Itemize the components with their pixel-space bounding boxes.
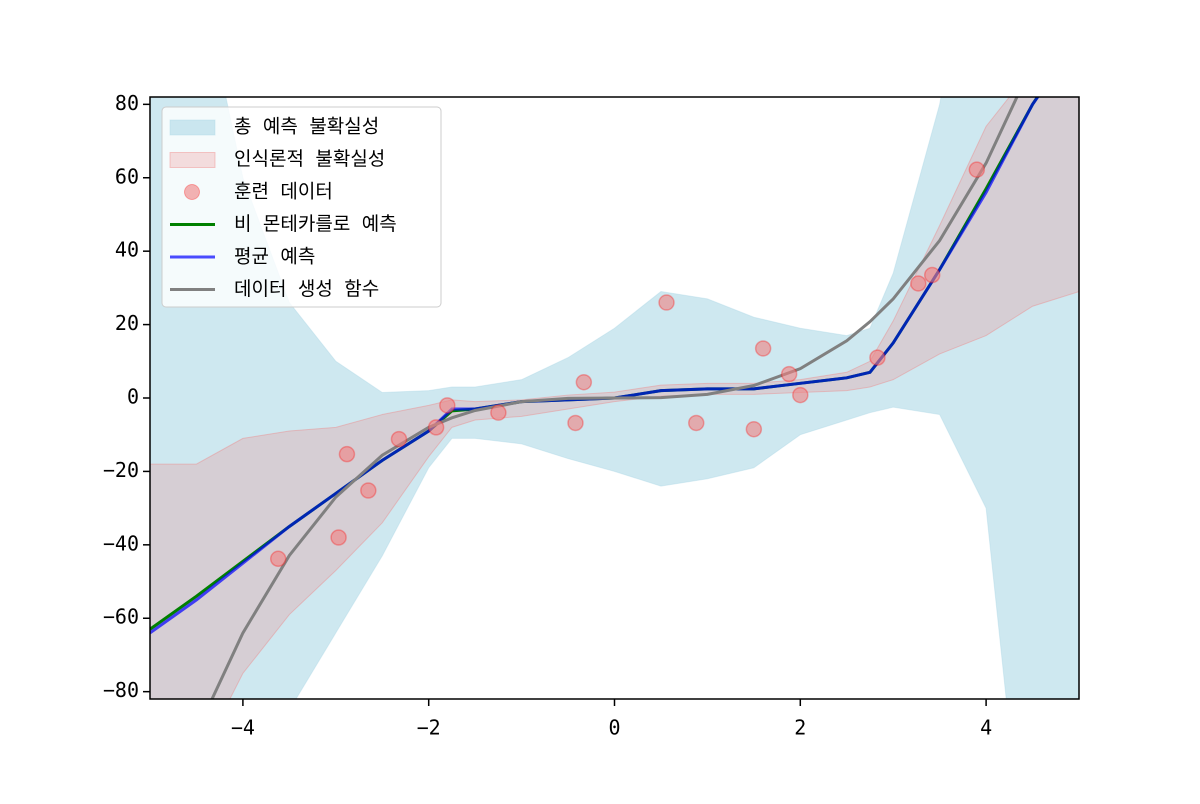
y-tick-label: 60 (115, 164, 139, 188)
data-point (780, 365, 798, 383)
legend-label: 비 몬테카를로 예측 (234, 213, 397, 235)
y-tick-label: −40 (103, 531, 139, 555)
legend-label: 평균 예측 (234, 246, 315, 268)
y-tick-label: −60 (103, 605, 139, 629)
y-tick-label: 80 (115, 91, 139, 115)
legend-swatch (184, 184, 200, 200)
data-point (968, 161, 986, 178)
data-point (658, 294, 675, 311)
data-point (575, 373, 593, 391)
legend-swatch (169, 119, 216, 136)
legend-frame (161, 106, 442, 308)
y-tick-label: −80 (103, 678, 139, 702)
legend-swatch (169, 152, 216, 168)
x-tick-label: 2 (794, 716, 806, 740)
legend-label: 총 예측 불확실성 (234, 116, 379, 138)
data-point (567, 414, 584, 432)
data-point (338, 445, 356, 463)
data-point (869, 349, 886, 366)
data-point (745, 420, 763, 438)
data-point (688, 414, 705, 432)
series-line (210, 97, 1019, 699)
y-tick-label: 0 (127, 385, 139, 409)
y-tick-label: 20 (115, 311, 139, 335)
x-tick-label: −2 (417, 716, 441, 740)
y-tick-label: 40 (115, 238, 139, 262)
data-point (910, 275, 927, 292)
data-point (792, 386, 809, 404)
x-tick-label: −4 (231, 716, 255, 740)
y-tick-label: −20 (103, 458, 139, 482)
plot-area (150, 97, 1079, 699)
x-tick-label: 0 (608, 716, 620, 740)
data-point (490, 404, 507, 421)
x-tick-label: 4 (980, 716, 992, 740)
legend-label: 훈련 데이터 (234, 181, 333, 203)
data-point (923, 266, 941, 284)
data-point (330, 529, 347, 546)
legend-label: 데이터 생성 함수 (234, 278, 379, 300)
data-point (439, 397, 456, 414)
data-point (390, 430, 408, 448)
data-point (427, 419, 445, 436)
data-point (269, 550, 287, 568)
data-point (360, 482, 377, 499)
data-point (754, 340, 772, 357)
legend-label: 인식론적 불확실성 (234, 148, 385, 170)
